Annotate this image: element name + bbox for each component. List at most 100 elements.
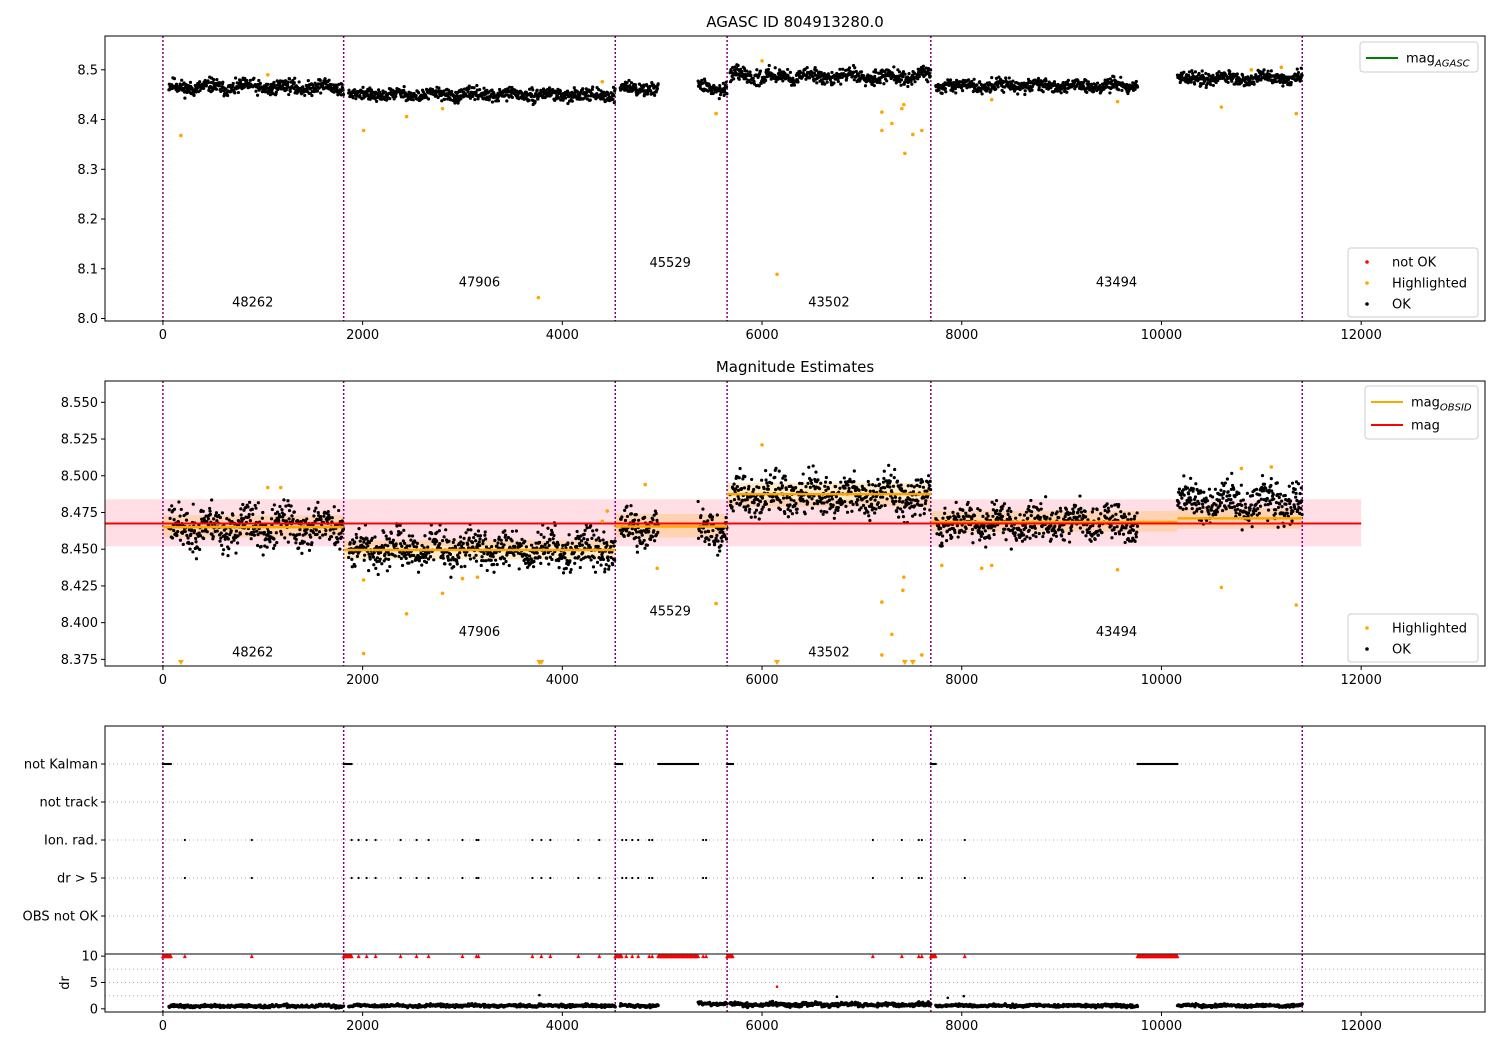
ok-point <box>1114 512 1118 516</box>
ok-point <box>402 528 406 532</box>
ok-point <box>355 545 359 549</box>
ok-point <box>718 92 723 97</box>
ok-point <box>1004 538 1008 542</box>
ok-point <box>300 551 304 555</box>
ok-point <box>869 502 874 506</box>
ok-point <box>708 513 713 517</box>
highlighted-point <box>1249 68 1254 72</box>
plot-frame <box>104 35 1486 322</box>
ok-point <box>325 519 329 523</box>
ok-point <box>819 509 823 513</box>
ok-point <box>198 534 203 538</box>
ok-point <box>718 83 722 88</box>
ok-point <box>328 515 332 520</box>
ok-point <box>994 87 998 91</box>
ok-point <box>398 550 402 554</box>
ok-point <box>271 546 276 550</box>
legend-point-label: Highlighted <box>1392 277 1467 292</box>
ok-point <box>569 567 573 572</box>
ok-point <box>640 533 644 537</box>
ok-point <box>1066 78 1071 82</box>
ok-point <box>866 479 870 484</box>
ok-point <box>383 552 387 556</box>
ok-point <box>893 495 898 499</box>
ok-point <box>541 545 545 549</box>
ok-point <box>577 555 581 559</box>
ok-point <box>797 481 802 486</box>
ok-point <box>627 78 631 83</box>
ok-point <box>218 539 222 543</box>
ok-point <box>208 506 212 511</box>
ok-point <box>607 567 611 571</box>
ok-point <box>917 74 922 78</box>
ok-point <box>861 503 866 508</box>
ok-point <box>994 498 999 503</box>
ok-point <box>711 528 715 533</box>
ok-point <box>423 534 427 538</box>
ok-point <box>625 514 630 519</box>
y-tick-label: 8.2 <box>77 213 98 228</box>
ok-point <box>824 475 828 480</box>
ok-point <box>205 530 209 534</box>
ok-point <box>964 526 968 531</box>
ok-point <box>504 93 508 97</box>
ok-point <box>184 82 188 87</box>
ok-point <box>1119 75 1123 79</box>
ok-point <box>1228 69 1232 74</box>
ok-point <box>490 545 494 549</box>
ok-point <box>778 507 783 512</box>
ok-point <box>836 506 840 510</box>
ok-point <box>1265 72 1269 76</box>
ok-point <box>703 539 707 544</box>
ok-point <box>860 484 864 488</box>
ok-point <box>604 562 608 567</box>
ok-point <box>221 552 225 556</box>
ok-point <box>755 68 759 72</box>
ok-point <box>971 89 975 94</box>
ok-point <box>758 69 763 73</box>
ok-point <box>1272 74 1276 78</box>
ok-point <box>1123 540 1127 545</box>
ok-point <box>903 489 908 493</box>
ok-point <box>1013 534 1017 538</box>
ok-point <box>651 518 655 522</box>
ok-point <box>188 80 193 84</box>
ok-point <box>916 499 920 503</box>
ok-point <box>923 507 927 511</box>
ok-point <box>481 539 485 543</box>
ok-point <box>978 538 982 542</box>
ok-point <box>211 534 215 539</box>
ok-point <box>234 76 238 80</box>
ok-point <box>762 486 766 491</box>
ok-point <box>288 89 292 94</box>
ok-point <box>765 481 769 485</box>
ok-point <box>513 544 517 549</box>
ok-point <box>970 517 974 521</box>
ok-point <box>286 85 290 89</box>
ok-point <box>940 534 945 538</box>
ok-point <box>255 93 260 97</box>
ok-point <box>924 499 928 503</box>
ok-point <box>585 537 590 542</box>
ok-point <box>645 527 649 531</box>
obsid-label: 45529 <box>650 256 691 271</box>
ok-point <box>1022 513 1027 517</box>
ok-point <box>472 556 476 560</box>
ok-point <box>187 541 191 545</box>
ok-point <box>200 529 205 533</box>
ok-point <box>872 83 876 88</box>
ok-point <box>938 526 943 530</box>
ok-point <box>1105 516 1109 520</box>
ok-point <box>231 84 235 88</box>
ok-point <box>719 544 723 548</box>
ok-point <box>889 473 893 477</box>
ok-point <box>190 528 194 532</box>
ok-point <box>1000 514 1005 518</box>
ok-point <box>882 476 886 481</box>
ok-point <box>828 480 832 485</box>
ok-point <box>254 506 258 510</box>
ok-point <box>572 86 576 90</box>
ok-point <box>1036 76 1041 81</box>
ok-point <box>467 87 471 91</box>
